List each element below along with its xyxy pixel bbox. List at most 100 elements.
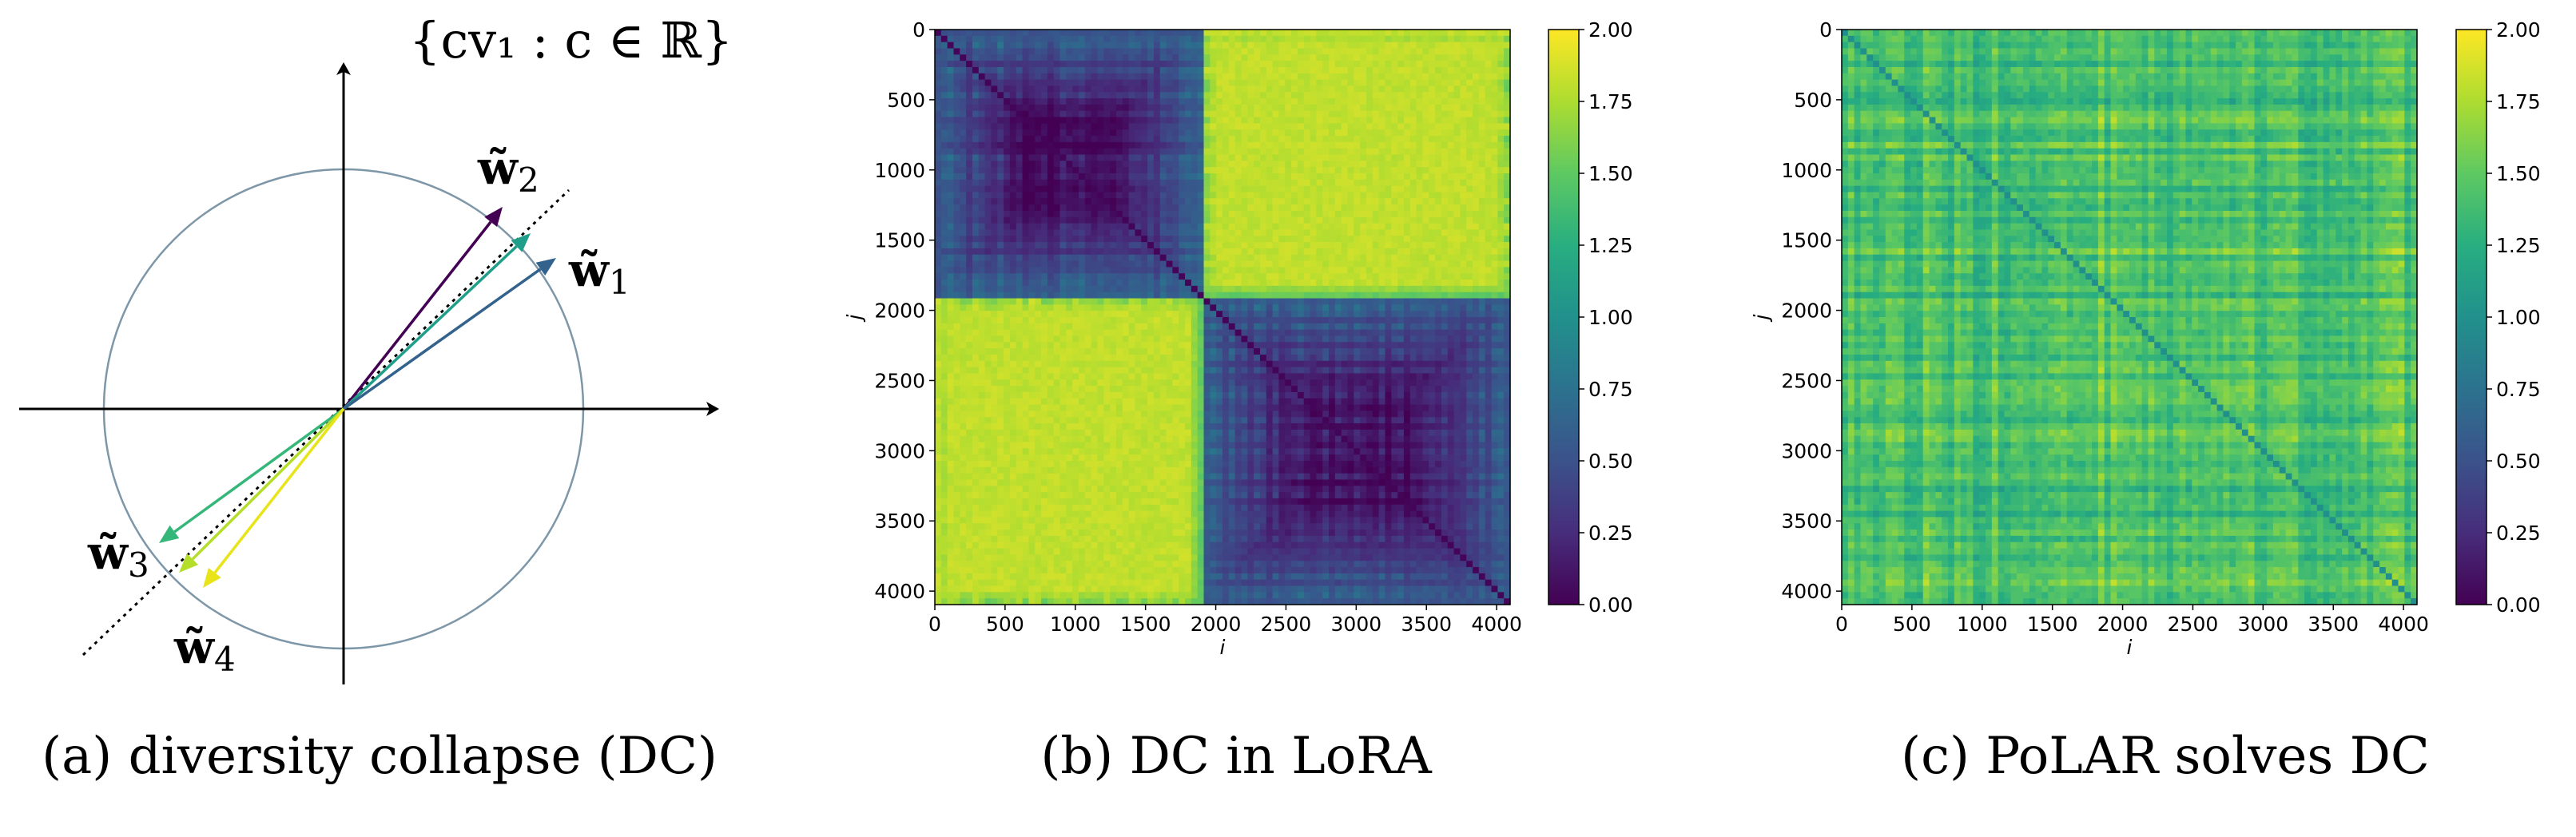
- heatmap-cell: [1047, 54, 1055, 61]
- heatmap-cell: [1322, 73, 1330, 81]
- heatmap-cell: [1241, 311, 1248, 318]
- heatmap-cell: [1197, 66, 1205, 74]
- heatmap-cell: [1147, 285, 1155, 293]
- heatmap-cell: [1084, 329, 1092, 337]
- heatmap-cell: [1372, 123, 1380, 130]
- heatmap-cell: [1297, 154, 1305, 161]
- heatmap-cell: [1429, 42, 1436, 50]
- heatmap-cell: [1478, 42, 1486, 50]
- heatmap-cell: [1066, 167, 1073, 174]
- heatmap-cell: [1072, 73, 1079, 81]
- heatmap-cell: [1097, 335, 1104, 343]
- heatmap-cell: [1141, 360, 1148, 368]
- heatmap-cell: [997, 35, 1004, 43]
- heatmap-cell: [1172, 66, 1179, 74]
- heatmap-cell: [947, 236, 955, 243]
- heatmap-cell: [1009, 54, 1017, 61]
- heatmap-cell: [1084, 204, 1092, 212]
- panel-a-diversity-collapse: {cv₁ : c ∈ ℝ} w̃1w̃2w̃3w̃4 (a) diversity…: [19, 11, 733, 786]
- heatmap-cell: [1303, 260, 1311, 268]
- heatmap-cell: [1228, 136, 1236, 143]
- heatmap-cell: [1135, 123, 1142, 130]
- heatmap-cell: [1429, 204, 1436, 212]
- heatmap-cell: [1272, 342, 1280, 349]
- heatmap-cell: [1141, 85, 1148, 93]
- heatmap-cell: [1504, 248, 1511, 256]
- heatmap-cell: [1310, 298, 1317, 305]
- heatmap-cell: [1491, 229, 1498, 236]
- heatmap-cell: [1179, 161, 1186, 168]
- heatmap-cell: [1179, 204, 1186, 212]
- heatmap-cell: [1272, 85, 1280, 93]
- heatmap-cell: [1191, 92, 1199, 99]
- heatmap-cell: [1391, 304, 1398, 311]
- heatmap-cell: [1185, 66, 1192, 74]
- heatmap-cell: [1491, 42, 1498, 50]
- heatmap-cell: [940, 273, 948, 280]
- heatmap-cell: [1266, 54, 1274, 61]
- heatmap-cell: [1285, 273, 1292, 280]
- heatmap-cell: [1247, 329, 1254, 337]
- heatmap-cell: [1185, 92, 1192, 99]
- heatmap-cell: [1397, 248, 1405, 256]
- heatmap-cell: [1310, 210, 1317, 218]
- heatmap-cell: [1447, 30, 1455, 37]
- heatmap-cell: [1191, 136, 1199, 143]
- heatmap-cell: [1172, 348, 1179, 355]
- heatmap-cell: [1197, 92, 1205, 99]
- heatmap-cell: [1035, 148, 1042, 156]
- heatmap-cell: [1004, 323, 1011, 331]
- heatmap-cell: [1079, 79, 1086, 87]
- heatmap-cell: [972, 285, 980, 293]
- heatmap-cell: [1435, 154, 1442, 161]
- heatmap-cell: [1341, 223, 1349, 231]
- heatmap-cell: [1028, 92, 1036, 99]
- heatmap-cell: [1122, 260, 1130, 268]
- heatmap-cell: [1497, 311, 1505, 318]
- heatmap-cell: [1166, 342, 1173, 349]
- heatmap-cell: [1047, 292, 1055, 299]
- heatmap-cell: [935, 117, 942, 124]
- heatmap-cell: [1247, 260, 1254, 268]
- heatmap-cell: [1473, 360, 1480, 368]
- heatmap-cell: [940, 198, 948, 205]
- heatmap-cell: [1153, 110, 1161, 118]
- heatmap-cell: [1303, 136, 1311, 143]
- heatmap-cell: [1203, 161, 1210, 168]
- heatmap-cell: [1035, 360, 1042, 368]
- heatmap-cell: [1497, 229, 1505, 236]
- heatmap-cell: [1466, 210, 1473, 218]
- heatmap-cell: [1041, 311, 1048, 318]
- heatmap-cell: [1141, 254, 1148, 262]
- heatmap-cell: [1347, 61, 1354, 68]
- heatmap-cell: [1241, 179, 1248, 187]
- heatmap-cell: [1047, 161, 1055, 168]
- heatmap-cell: [1159, 248, 1167, 256]
- heatmap-cell: [1035, 348, 1042, 355]
- heatmap-cell: [1360, 311, 1367, 318]
- heatmap-cell: [1334, 342, 1342, 349]
- heatmap-cell: [1429, 167, 1436, 174]
- heatmap-cell: [1172, 304, 1179, 311]
- heatmap-cell: [1316, 42, 1323, 50]
- heatmap-cell: [1147, 167, 1155, 174]
- heatmap-cell: [1179, 85, 1186, 93]
- heatmap-cell: [1360, 354, 1367, 362]
- heatmap-cell: [1385, 35, 1392, 43]
- heatmap-cell: [1422, 73, 1429, 81]
- heatmap-cell: [1210, 117, 1217, 124]
- heatmap-cell: [1234, 335, 1242, 343]
- heatmap-cell: [1291, 360, 1298, 368]
- heatmap-cell: [1466, 179, 1473, 187]
- heatmap-cell: [940, 54, 948, 61]
- heatmap-cell: [1372, 110, 1380, 118]
- heatmap-cell: [1103, 348, 1111, 355]
- heatmap-cell: [1066, 79, 1073, 87]
- heatmap-cell: [1179, 216, 1186, 224]
- heatmap-cell: [1478, 204, 1486, 212]
- heatmap-cell: [1035, 30, 1042, 37]
- heatmap-cell: [1135, 311, 1142, 318]
- heatmap-cell: [1485, 185, 1493, 193]
- heatmap-cell: [1203, 267, 1210, 274]
- heatmap-cell: [1453, 179, 1461, 187]
